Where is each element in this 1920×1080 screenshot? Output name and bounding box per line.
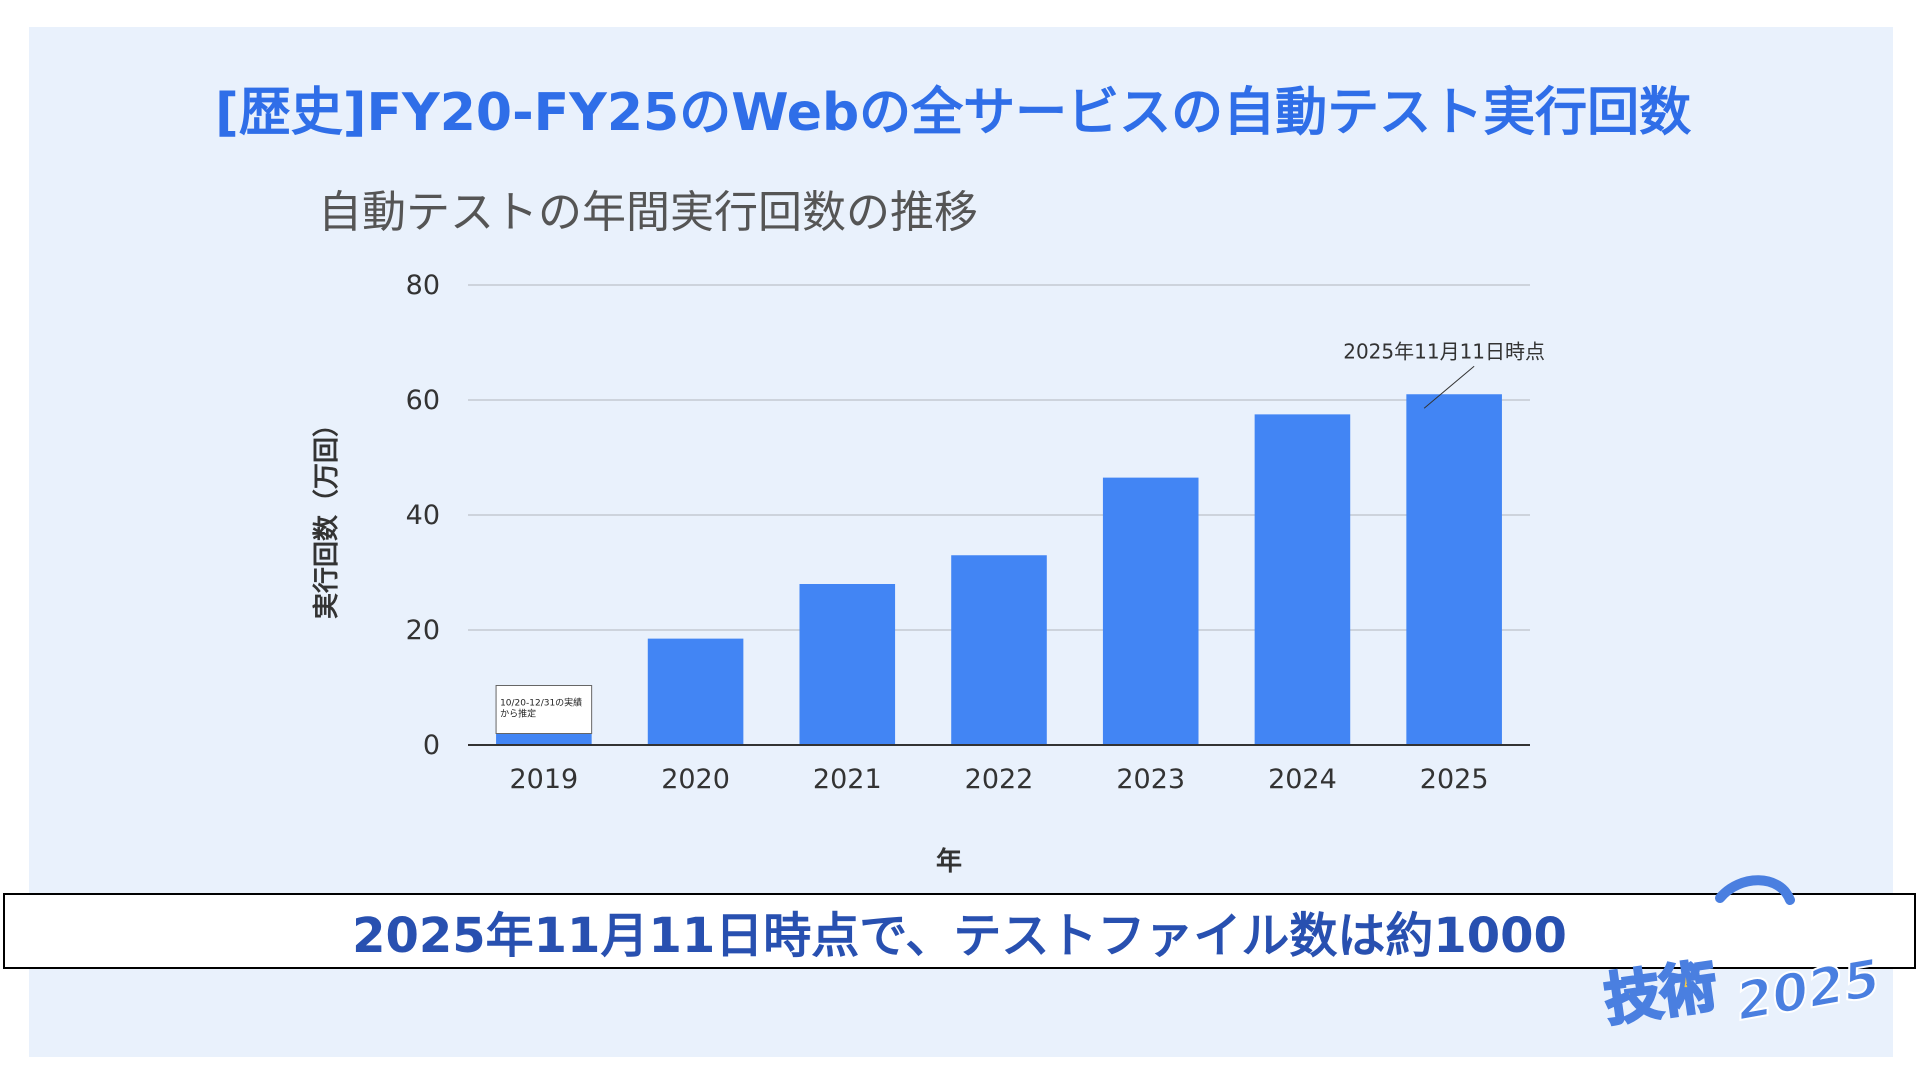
logo-year: 2025 xyxy=(1732,949,1885,1033)
y-tick-label: 80 xyxy=(406,270,440,301)
event-logo: 技術 2025 xyxy=(1599,875,1886,1035)
annotation-label: 2025年11月11日時点 xyxy=(1343,339,1545,363)
x-tick-label: 2025 xyxy=(1420,764,1489,795)
bottom-banner: 2025年11月11日時点で、テストファイル数は約1000 xyxy=(3,893,1916,969)
slide-title: [歴史]FY20-FY25のWebの全サービスの自動テスト実行回数 xyxy=(215,83,1692,143)
x-tick-label: 2022 xyxy=(965,764,1034,795)
y-axis-title: 実行回数（万回） xyxy=(311,411,342,619)
chart-title: 自動テストの年間実行回数の推移 xyxy=(318,187,978,238)
bar xyxy=(1102,477,1199,745)
y-tick-label: 20 xyxy=(406,615,440,646)
annotation-pointer xyxy=(1423,365,1475,409)
bars xyxy=(496,394,1502,745)
y-tick-label: 60 xyxy=(406,385,440,416)
bar xyxy=(496,733,592,745)
bar xyxy=(799,584,896,745)
x-tick-label: 2024 xyxy=(1268,764,1337,795)
x-axis-ticks: 2019 2020 2021 2022 2023 2024 2025 xyxy=(509,764,1488,795)
annotation-box xyxy=(495,685,593,734)
logo-swirl xyxy=(1715,875,1795,905)
bar xyxy=(1406,394,1502,745)
y-tick-label: 40 xyxy=(406,500,440,531)
y-axis-ticks: 0 20 40 60 80 xyxy=(406,270,440,761)
logo-text: 技術 xyxy=(1601,954,1721,1034)
annotation-note: 10/20-12/31の実績 xyxy=(500,697,582,709)
annotation-note: から推定 xyxy=(500,708,536,720)
slide-background xyxy=(29,27,1893,1057)
bar xyxy=(1254,414,1351,745)
banner-text: 2025年11月11日時点で、テストファイル数は約1000 xyxy=(352,908,1567,964)
x-tick-label: 2019 xyxy=(509,764,578,795)
y-tick-label: 0 xyxy=(423,730,440,761)
x-tick-label: 2023 xyxy=(1116,764,1185,795)
x-axis-title: 年 xyxy=(936,846,962,877)
bar xyxy=(951,555,1047,745)
bar xyxy=(647,638,744,745)
x-tick-label: 2020 xyxy=(661,764,730,795)
gridlines xyxy=(468,284,1530,631)
x-tick-label: 2021 xyxy=(813,764,882,795)
